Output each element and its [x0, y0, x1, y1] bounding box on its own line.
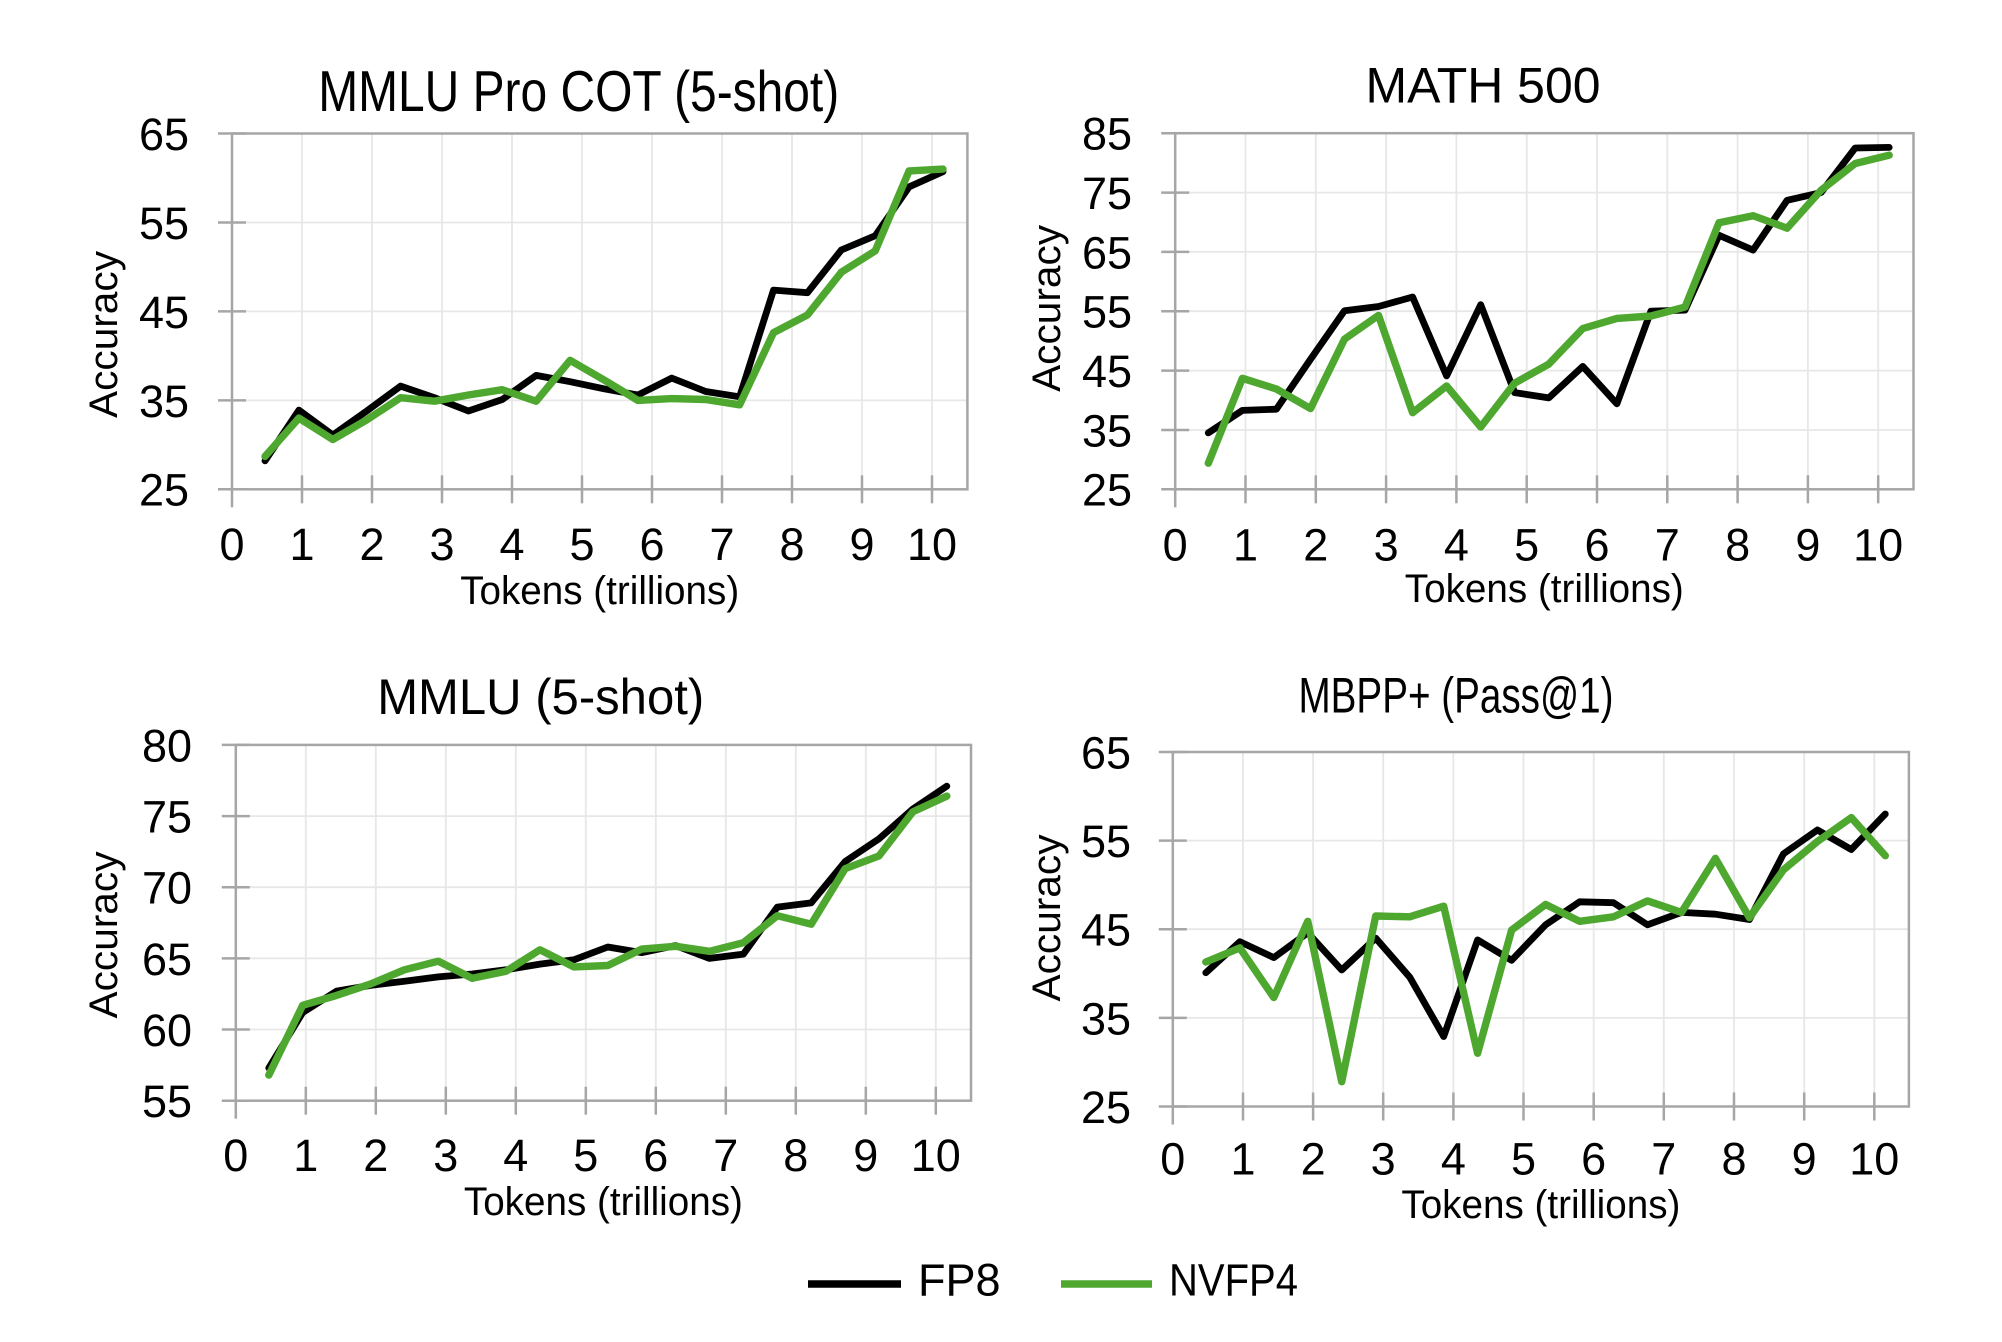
svg-text:35: 35: [1081, 993, 1131, 1044]
svg-text:MBPP+ (Pass@1): MBPP+ (Pass@1): [1299, 667, 1614, 723]
svg-text:7: 7: [1655, 520, 1680, 571]
svg-text:6: 6: [1581, 1134, 1606, 1185]
svg-text:85: 85: [1082, 109, 1132, 160]
svg-text:65: 65: [139, 109, 189, 160]
svg-text:5: 5: [569, 519, 594, 570]
svg-text:1: 1: [1230, 1134, 1255, 1185]
svg-text:2: 2: [1303, 520, 1328, 571]
svg-text:10: 10: [907, 519, 957, 570]
svg-text:9: 9: [1792, 1134, 1817, 1185]
svg-text:4: 4: [1441, 1134, 1466, 1185]
svg-text:35: 35: [139, 376, 189, 427]
svg-text:2: 2: [1301, 1134, 1326, 1185]
svg-text:0: 0: [223, 1130, 248, 1181]
svg-text:5: 5: [1511, 1134, 1536, 1185]
svg-text:0: 0: [219, 519, 244, 570]
svg-text:65: 65: [1081, 727, 1131, 778]
svg-text:7: 7: [713, 1130, 738, 1181]
svg-text:Accuracy: Accuracy: [1025, 835, 1069, 1002]
svg-text:1: 1: [1233, 520, 1258, 571]
svg-text:0: 0: [1163, 520, 1188, 571]
svg-text:25: 25: [1082, 465, 1132, 516]
svg-text:7: 7: [1651, 1134, 1676, 1185]
svg-text:45: 45: [1082, 346, 1132, 397]
svg-text:4: 4: [503, 1130, 528, 1181]
svg-text:2: 2: [363, 1130, 388, 1181]
svg-text:Tokens (trillions): Tokens (trillions): [460, 569, 739, 613]
svg-text:MMLU (5-shot): MMLU (5-shot): [377, 669, 704, 725]
svg-text:4: 4: [499, 519, 524, 570]
svg-text:10: 10: [911, 1130, 961, 1181]
svg-text:35: 35: [1082, 405, 1132, 456]
svg-text:6: 6: [639, 519, 664, 570]
svg-text:8: 8: [779, 519, 804, 570]
svg-text:Accuracy: Accuracy: [1025, 225, 1069, 392]
svg-text:3: 3: [429, 519, 454, 570]
svg-text:9: 9: [853, 1130, 878, 1181]
svg-text:Tokens (trillions): Tokens (trillions): [464, 1180, 743, 1224]
svg-text:3: 3: [1371, 1134, 1396, 1185]
svg-text:2: 2: [359, 519, 384, 570]
svg-text:0: 0: [1160, 1134, 1185, 1185]
svg-text:6: 6: [1584, 520, 1609, 571]
svg-text:7: 7: [709, 519, 734, 570]
svg-text:FP8: FP8: [918, 1254, 1001, 1305]
svg-text:8: 8: [1721, 1134, 1746, 1185]
svg-text:6: 6: [643, 1130, 668, 1181]
svg-text:9: 9: [849, 519, 874, 570]
svg-text:9: 9: [1795, 520, 1820, 571]
svg-text:25: 25: [139, 465, 189, 516]
svg-text:NVFP4: NVFP4: [1169, 1254, 1298, 1305]
svg-text:1: 1: [289, 519, 314, 570]
svg-text:10: 10: [1849, 1134, 1899, 1185]
svg-text:4: 4: [1444, 520, 1469, 571]
svg-text:60: 60: [142, 1005, 192, 1056]
svg-text:MATH 500: MATH 500: [1366, 56, 1601, 113]
svg-text:10: 10: [1853, 520, 1903, 571]
svg-text:70: 70: [142, 863, 192, 914]
svg-text:65: 65: [1082, 227, 1132, 278]
svg-text:75: 75: [142, 792, 192, 843]
svg-text:80: 80: [142, 720, 192, 771]
svg-text:MMLU Pro COT (5-shot): MMLU Pro COT (5-shot): [318, 60, 839, 124]
svg-text:55: 55: [1082, 287, 1132, 338]
svg-text:Tokens (trillions): Tokens (trillions): [1401, 1183, 1680, 1227]
svg-text:55: 55: [139, 198, 189, 249]
svg-text:3: 3: [433, 1130, 458, 1181]
svg-text:3: 3: [1374, 520, 1399, 571]
svg-text:Tokens (trillions): Tokens (trillions): [1405, 567, 1684, 611]
svg-text:65: 65: [142, 934, 192, 985]
svg-text:25: 25: [1081, 1082, 1131, 1133]
svg-text:1: 1: [293, 1130, 318, 1181]
svg-text:Accuracy: Accuracy: [82, 251, 126, 418]
svg-text:5: 5: [1514, 520, 1539, 571]
svg-text:8: 8: [783, 1130, 808, 1181]
svg-text:55: 55: [142, 1076, 192, 1127]
svg-text:45: 45: [1081, 905, 1131, 956]
svg-text:5: 5: [573, 1130, 598, 1181]
svg-text:55: 55: [1081, 816, 1131, 867]
svg-text:75: 75: [1082, 168, 1132, 219]
svg-text:45: 45: [139, 287, 189, 338]
svg-text:Accuracy: Accuracy: [82, 852, 126, 1019]
svg-text:8: 8: [1725, 520, 1750, 571]
